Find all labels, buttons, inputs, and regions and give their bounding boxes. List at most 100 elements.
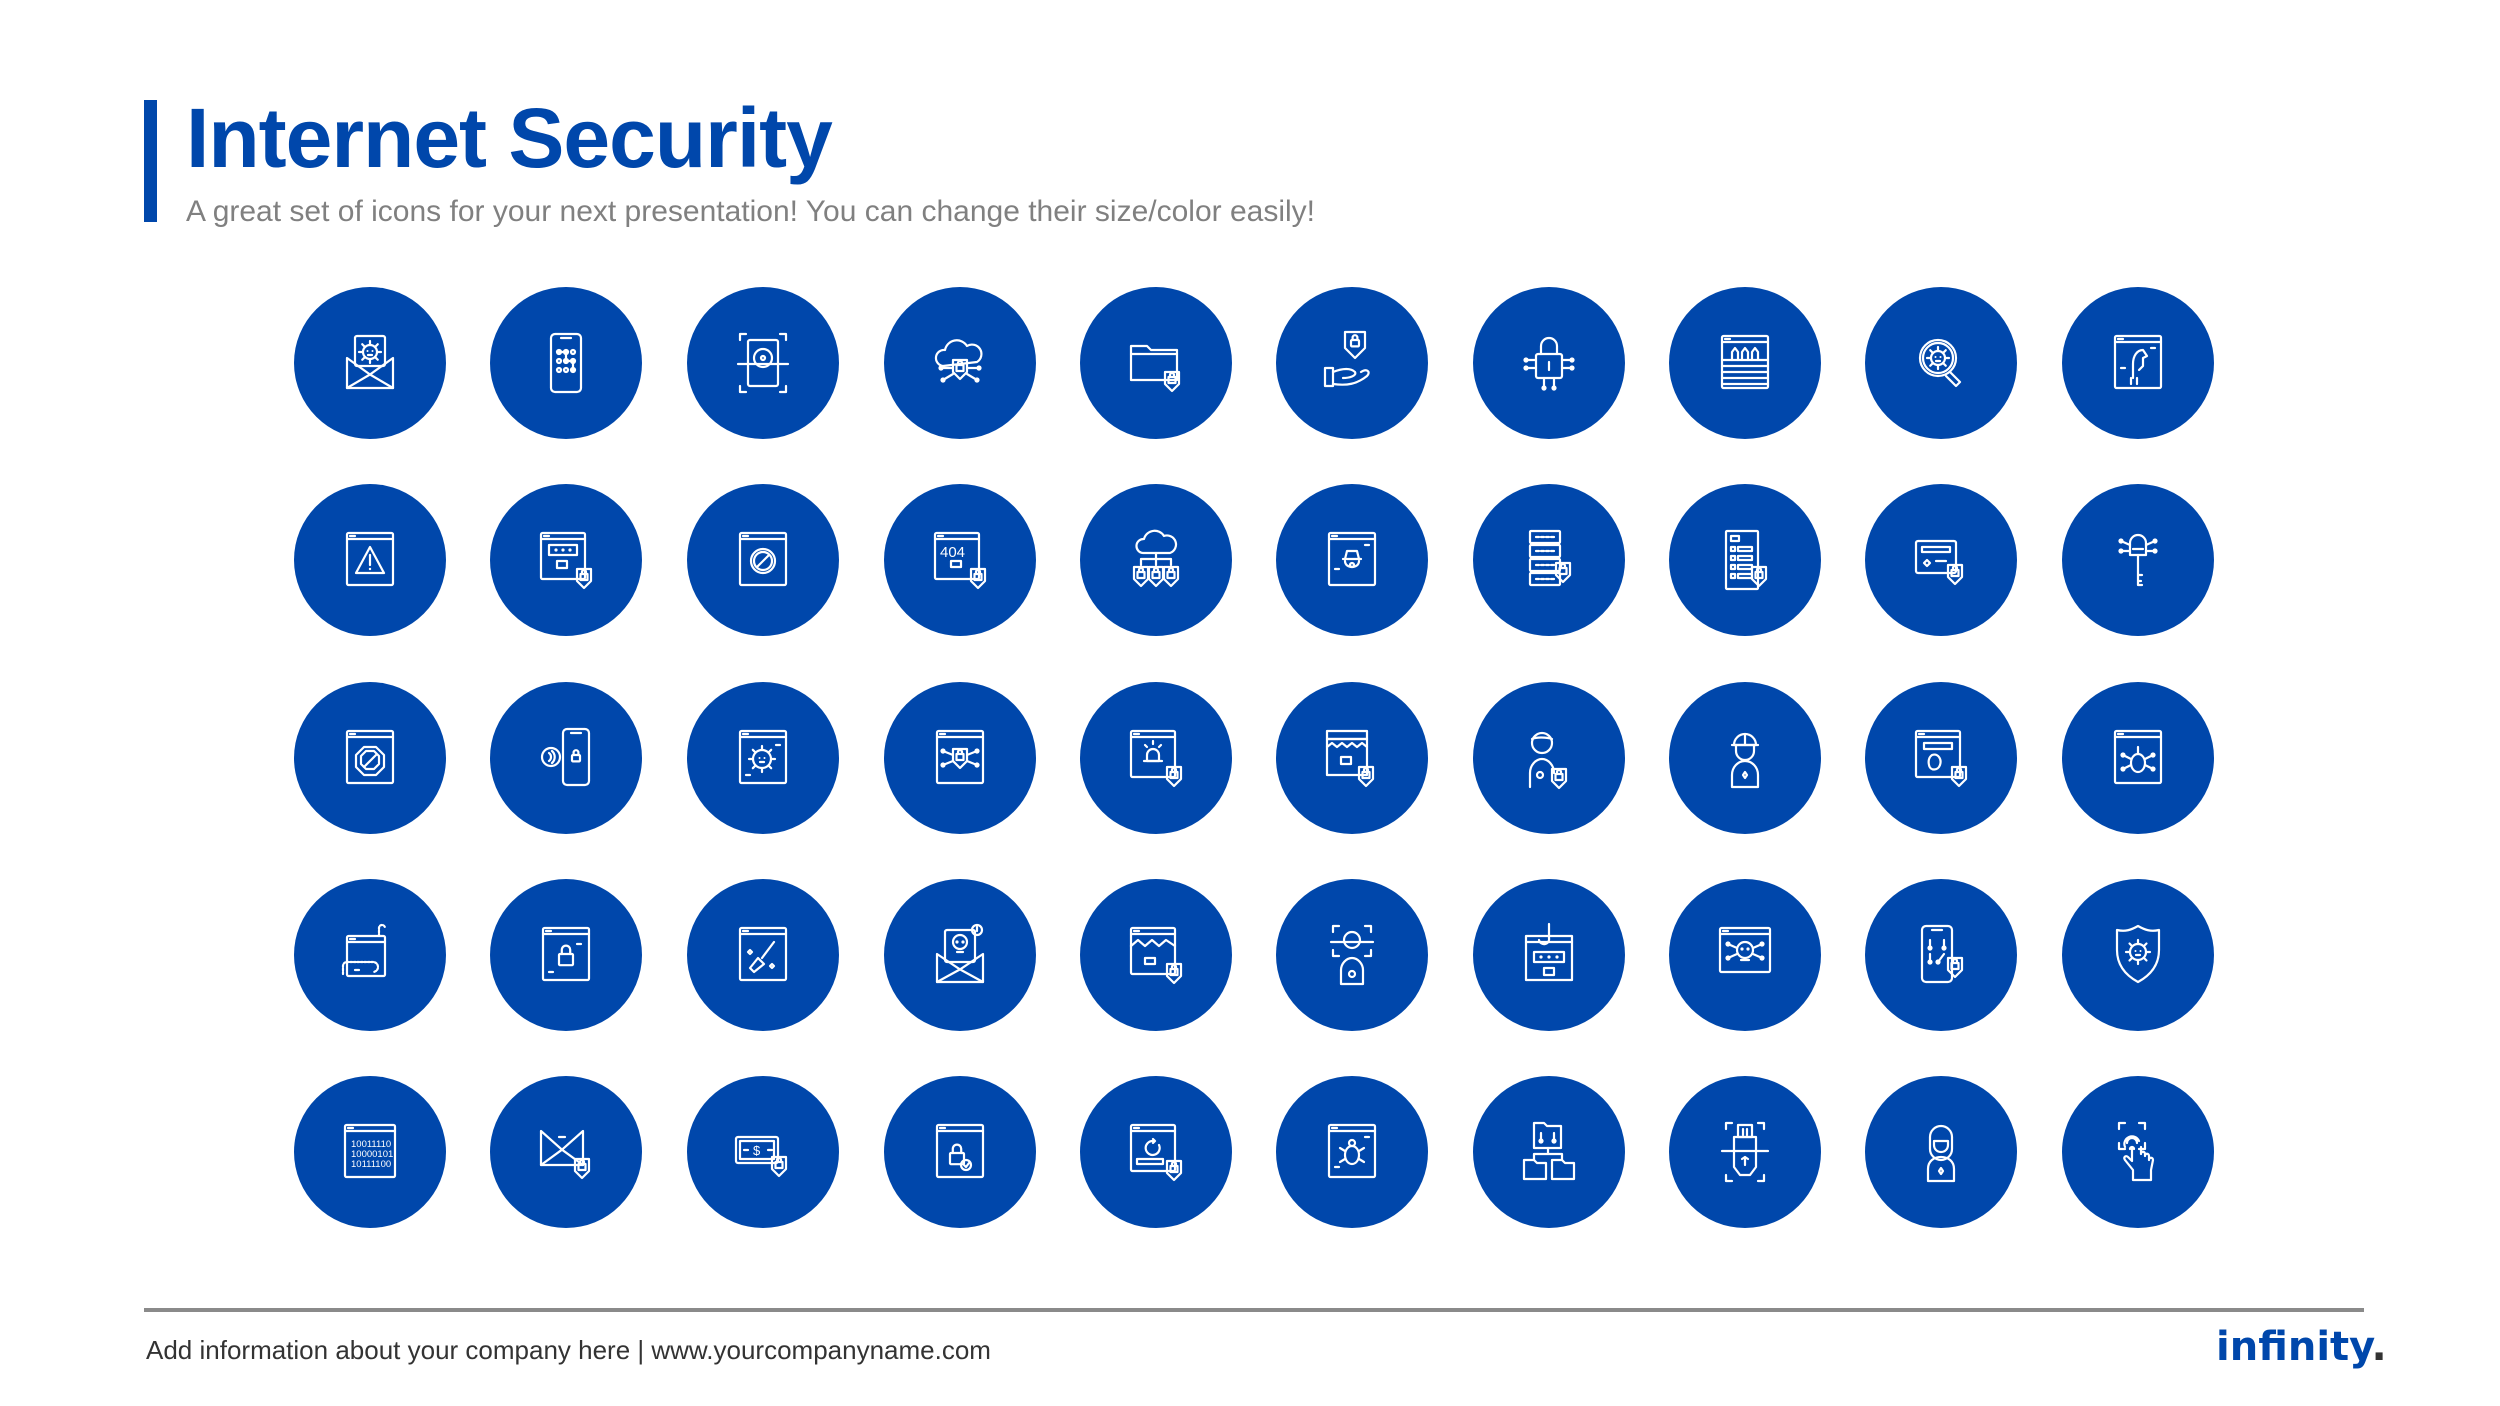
icon-tile-document-list-lock[interactable] <box>1669 484 1821 636</box>
icon-tile-browser-alarm-lock[interactable] <box>1080 682 1232 834</box>
phishing-hook-password-icon <box>1524 922 1574 982</box>
icon-tile-browser-worm[interactable] <box>294 879 446 1031</box>
icon-tile-skull-email-alert[interactable] <box>884 879 1036 1031</box>
icon-tile-browser-bug[interactable] <box>2062 682 2214 834</box>
usb-drive-scan-icon <box>1720 1121 1770 1183</box>
icon-tile-usb-drive-scan[interactable] <box>1669 1076 1821 1228</box>
icon-tile-face-scan[interactable] <box>1276 879 1428 1031</box>
svg-text:$: $ <box>753 1143 761 1158</box>
hacker-laptop-icon <box>1926 1124 1956 1183</box>
icon-tile-phishing-hook-password[interactable] <box>1473 879 1625 1031</box>
icon-tile-id-card-lock[interactable] <box>1865 484 2017 636</box>
icon-tile-firewall-browser[interactable] <box>1669 287 1821 439</box>
icon-tile-browser-binary-code[interactable]: 10011110 10000101 10111100 <box>294 1076 446 1228</box>
icon-tile-browser-404-lock[interactable]: 404 <box>884 484 1036 636</box>
icon-tile-browser-cookie-lock[interactable] <box>1865 682 2017 834</box>
browser-skull-circuit-icon <box>1718 926 1772 974</box>
icon-tile-browser-cleaning-brush[interactable] <box>687 879 839 1031</box>
money-lock-icon: $ <box>734 1135 788 1178</box>
icon-tile-user-shield-lock[interactable] <box>1473 682 1625 834</box>
icon-tile-browser-refresh-lock[interactable] <box>1080 1076 1232 1228</box>
browser-refresh-lock-icon <box>1129 1123 1183 1182</box>
icon-tile-fingerprint-touch[interactable] <box>2062 1076 2214 1228</box>
icon-tile-browser-stop-sign[interactable] <box>294 682 446 834</box>
browser-spy-icon <box>1327 531 1377 587</box>
svg-text:404: 404 <box>940 544 965 561</box>
page-subtitle: A great set of icons for your next prese… <box>186 195 1315 228</box>
icon-tile-hard-drive-scan[interactable] <box>687 287 839 439</box>
browser-bug-icon <box>2113 729 2163 785</box>
phone-pattern-lock-icon <box>549 332 583 394</box>
icon-tile-malware-email[interactable] <box>294 287 446 439</box>
malware-email-icon <box>345 334 395 390</box>
skull-email-alert-icon <box>935 923 985 984</box>
icon-tile-browser-password-lock[interactable] <box>490 484 642 636</box>
icon-tile-browser-bug-report[interactable] <box>1276 1076 1428 1228</box>
server-rack-lock-icon <box>1528 529 1572 587</box>
shop-lock-icon <box>1325 729 1375 788</box>
folder-network-icon <box>1522 1121 1576 1181</box>
icon-tile-browser-circuit-shield[interactable] <box>884 682 1036 834</box>
icon-tile-browser-blocked[interactable] <box>687 484 839 636</box>
icon-tile-virus-search[interactable] <box>1865 287 2017 439</box>
icon-tile-browser-padlock-check[interactable] <box>884 1076 1036 1228</box>
virus-search-icon <box>1918 338 1962 388</box>
trojan-horse-browser-icon <box>2113 334 2163 390</box>
icon-tile-broken-browser-lock[interactable] <box>1080 879 1232 1031</box>
browser-padlock-check-icon <box>935 1123 985 1179</box>
id-card-lock-icon <box>1914 539 1964 586</box>
icon-tile-browser-unlocked[interactable] <box>490 879 642 1031</box>
icon-tile-cloud-security[interactable] <box>884 287 1036 439</box>
company-logo: infinity. <box>2216 1322 2387 1372</box>
engineer-laptop-icon <box>1730 732 1760 789</box>
icon-tile-engineer-laptop[interactable] <box>1669 682 1821 834</box>
icon-tile-hacker-laptop[interactable] <box>1865 1076 2017 1228</box>
icon-tile-phone-circuit-lock[interactable] <box>1865 879 2017 1031</box>
icon-tile-browser-warning[interactable] <box>294 484 446 636</box>
icon-tile-circuit-key[interactable] <box>2062 484 2214 636</box>
icon-tile-nfc-phone-unlock[interactable] <box>490 682 642 834</box>
firewall-browser-icon <box>1720 334 1770 390</box>
footer-company-info: Add information about your company here … <box>146 1335 991 1365</box>
browser-cleaning-brush-icon <box>738 926 788 982</box>
browser-bug-report-icon <box>1327 1123 1377 1179</box>
icon-tile-circuit-padlock[interactable] <box>1473 287 1625 439</box>
icon-tile-trojan-horse-browser[interactable] <box>2062 287 2214 439</box>
icon-tile-browser-skull-circuit[interactable] <box>1669 879 1821 1031</box>
hand-shield-lock-icon <box>1323 330 1370 388</box>
browser-worm-icon <box>341 923 387 978</box>
logo-dot: . <box>2371 1324 2387 1370</box>
fingerprint-touch-icon <box>2117 1121 2155 1182</box>
browser-404-lock-icon: 404 <box>933 531 987 590</box>
icon-tile-folder-network[interactable] <box>1473 1076 1625 1228</box>
circuit-padlock-icon <box>1523 336 1575 391</box>
icon-tile-browser-virus[interactable] <box>687 682 839 834</box>
footer-divider <box>144 1308 2364 1312</box>
icon-tile-server-rack-lock[interactable] <box>1473 484 1625 636</box>
icon-tile-email-lock[interactable] <box>490 1076 642 1228</box>
svg-text:10111100: 10111100 <box>351 1159 391 1170</box>
icon-tile-shop-lock[interactable] <box>1276 682 1428 834</box>
icon-tile-phone-pattern-lock[interactable] <box>490 287 642 439</box>
icon-tile-browser-spy[interactable] <box>1276 484 1428 636</box>
email-lock-icon <box>539 1129 591 1180</box>
browser-stop-sign-icon <box>345 729 395 785</box>
icon-tile-shield-virus[interactable] <box>2062 879 2214 1031</box>
browser-password-lock-icon <box>539 531 593 590</box>
title-accent-bar <box>144 100 157 222</box>
icon-tile-locked-folder[interactable] <box>1080 287 1232 439</box>
hard-drive-scan-icon <box>736 332 790 394</box>
document-list-lock-icon <box>1724 529 1768 591</box>
page-title: Internet Security <box>186 91 833 185</box>
phone-circuit-lock-icon <box>1920 924 1964 984</box>
broken-browser-lock-icon <box>1129 926 1183 985</box>
icon-tile-hand-shield-lock[interactable] <box>1276 287 1428 439</box>
browser-virus-icon <box>738 729 788 785</box>
logo-text: infinity <box>2216 1324 2372 1370</box>
icon-tile-money-lock[interactable]: $ <box>687 1076 839 1228</box>
browser-cookie-lock-icon <box>1914 729 1968 788</box>
icon-tile-cloud-network-locks[interactable] <box>1080 484 1232 636</box>
browser-blocked-icon <box>738 531 788 587</box>
